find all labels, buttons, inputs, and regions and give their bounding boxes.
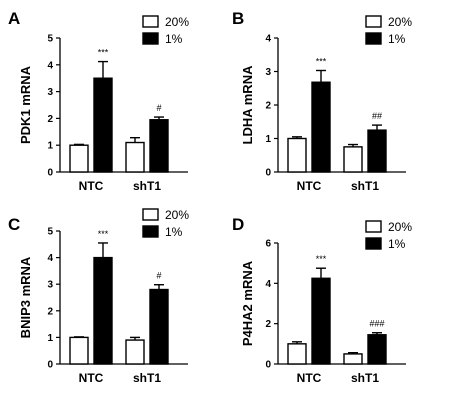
y-tick-label: 1	[47, 333, 53, 344]
bar-20pct-sht1	[125, 339, 145, 365]
y-tick-label: 4	[265, 34, 271, 45]
y-tick-label: 4	[265, 279, 271, 290]
panel-b: B LDHA mRNA 0 1 2 3 4 *** NTC ## shT1 20% 1%	[232, 9, 412, 193]
legend-swatch	[142, 32, 159, 45]
x-category-label: shT1	[351, 371, 379, 385]
bar-20pct-ntc	[69, 336, 89, 365]
y-tick-label: 3	[47, 87, 53, 98]
x-category-label: shT1	[133, 371, 161, 385]
bar-20pct-ntc	[69, 144, 89, 173]
x-category-label: NTC	[297, 179, 322, 193]
y-tick-label: 0	[265, 168, 271, 179]
bar-1pct-sht1	[367, 334, 387, 365]
legend-swatch	[365, 237, 382, 250]
bar-20pct-ntc	[287, 137, 307, 173]
legend-label: 20%	[165, 208, 189, 222]
y-tick-label: 1	[265, 134, 271, 145]
x-category-label: NTC	[297, 371, 322, 385]
y-tick-label: 4	[47, 253, 53, 264]
bar-1pct-sht1	[149, 119, 169, 173]
y-tick-label: 0	[265, 360, 271, 371]
panel-c: C BNIP3 mRNA 0 1 2 3 4 5 *** NTC # shT1 20% 1%	[8, 208, 189, 385]
bar-1pct-sht1	[149, 288, 169, 365]
significance-mark: ##	[372, 111, 382, 121]
y-tick-label: 5	[47, 34, 53, 45]
y-axis-label: PDK1 mRNA	[18, 65, 33, 144]
panel-letter: C	[8, 215, 20, 234]
bar-20pct-sht1	[343, 146, 363, 173]
legend-label: 1%	[388, 32, 406, 46]
bar-20pct-sht1	[125, 141, 145, 173]
y-tick-label: 2	[265, 319, 271, 330]
legend-swatch	[142, 225, 159, 238]
legend-swatch	[142, 208, 159, 221]
y-axis-label: BNIP3 mRNA	[18, 256, 33, 338]
panel-letter: A	[8, 9, 20, 28]
bar-1pct-ntc	[93, 77, 113, 173]
panel-d: D P4HA2 mRNA 0 2 4 6 *** NTC ### shT1 20% 1%	[232, 215, 412, 385]
significance-mark: ***	[316, 254, 327, 264]
panel-letter: B	[232, 9, 244, 28]
x-category-label: shT1	[133, 179, 161, 193]
y-tick-label: 6	[265, 239, 271, 250]
y-axis-label: LDHA mRNA	[240, 65, 255, 145]
legend-swatch	[142, 15, 159, 28]
bar-1pct-ntc	[93, 256, 113, 365]
y-tick-label: 5	[47, 227, 53, 238]
legend-label: 1%	[165, 225, 183, 239]
legend-swatch	[365, 32, 382, 45]
bar-1pct-ntc	[311, 277, 331, 365]
panel-a: A PDK1 mRNA 0 1 2 3 4 5 *** NTC # shT1 20% 1%	[8, 9, 189, 193]
x-category-label: shT1	[351, 179, 379, 193]
significance-mark: #	[156, 103, 161, 113]
significance-mark: ***	[316, 56, 327, 66]
significance-mark: ***	[98, 48, 109, 58]
y-tick-label: 3	[47, 280, 53, 291]
y-tick-label: 0	[47, 168, 53, 179]
y-tick-label: 2	[47, 306, 53, 317]
significance-mark: #	[156, 271, 161, 281]
y-tick-label: 2	[47, 114, 53, 125]
panel-letter: D	[232, 215, 244, 234]
y-tick-label: 1	[47, 141, 53, 152]
legend-label: 1%	[388, 237, 406, 251]
legend-label: 20%	[388, 15, 412, 29]
x-category-label: NTC	[79, 179, 104, 193]
bar-20pct-sht1	[343, 353, 363, 365]
significance-mark: ***	[98, 229, 109, 239]
bar-20pct-ntc	[287, 343, 307, 365]
legend-swatch	[365, 220, 382, 233]
legend-label: 20%	[388, 220, 412, 234]
bar-1pct-ntc	[311, 81, 331, 173]
legend-label: 20%	[165, 15, 189, 29]
y-tick-label: 3	[265, 67, 271, 78]
significance-mark: ###	[369, 319, 384, 329]
legend-label: 1%	[165, 32, 183, 46]
y-tick-label: 0	[47, 360, 53, 371]
legend-swatch	[365, 15, 382, 28]
y-tick-label: 2	[265, 101, 271, 112]
y-axis-label: P4HA2 mRNA	[240, 260, 255, 346]
y-tick-label: 4	[47, 60, 53, 71]
x-category-label: NTC	[79, 371, 104, 385]
bar-1pct-sht1	[367, 129, 387, 173]
